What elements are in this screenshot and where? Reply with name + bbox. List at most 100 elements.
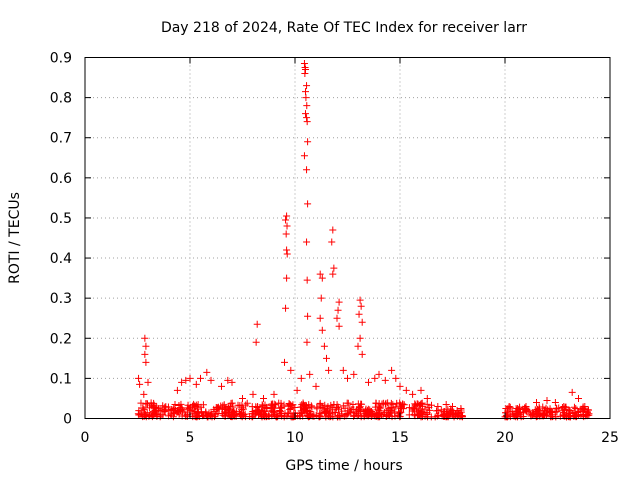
data-point xyxy=(451,410,459,418)
data-point xyxy=(565,406,573,414)
data-point xyxy=(280,401,288,409)
axis-ticks xyxy=(84,57,611,419)
data-point xyxy=(561,403,569,411)
data-point xyxy=(449,402,456,410)
data-point xyxy=(257,410,265,418)
data-point xyxy=(218,382,225,390)
data-point xyxy=(555,404,563,412)
data-point xyxy=(227,399,235,407)
data-point xyxy=(302,110,309,118)
data-point xyxy=(328,238,336,246)
data-point xyxy=(184,401,192,409)
data-point xyxy=(543,409,551,417)
data-point xyxy=(236,402,244,410)
y-tick-label: 0.9 xyxy=(50,51,72,67)
data-point xyxy=(142,413,150,421)
x-tick-label: 20 xyxy=(496,430,514,446)
data-point xyxy=(222,409,230,417)
data-point xyxy=(409,390,417,398)
data-point xyxy=(135,407,143,415)
data-point xyxy=(505,402,513,410)
data-point xyxy=(302,66,309,74)
data-point xyxy=(259,402,267,410)
data-point xyxy=(171,400,179,408)
data-point xyxy=(318,274,326,282)
y-tick-label: 0.2 xyxy=(50,331,72,347)
data-point xyxy=(313,403,321,411)
data-point xyxy=(386,412,394,420)
data-point xyxy=(140,390,148,398)
data-point xyxy=(355,310,363,318)
data-point xyxy=(315,413,323,421)
data-point xyxy=(271,404,279,412)
data-point xyxy=(173,386,181,394)
x-axis-label: GPS time / hours xyxy=(285,458,402,474)
data-point xyxy=(363,407,371,415)
data-point xyxy=(226,406,234,414)
data-point xyxy=(391,408,399,416)
data-point xyxy=(142,342,150,350)
data-point xyxy=(413,412,421,420)
data-point xyxy=(517,413,525,421)
data-point xyxy=(356,296,364,304)
data-point xyxy=(178,378,186,386)
y-tick-label: 0.6 xyxy=(50,171,72,187)
data-point xyxy=(192,380,200,388)
y-tick-label: 0.4 xyxy=(50,251,72,267)
data-point xyxy=(302,94,310,102)
data-point xyxy=(568,388,576,396)
data-point xyxy=(303,82,311,90)
data-point xyxy=(186,374,194,382)
data-point xyxy=(396,382,404,390)
data-point xyxy=(300,152,308,160)
data-point xyxy=(303,166,311,174)
data-point xyxy=(157,411,165,419)
data-point xyxy=(139,404,147,412)
data-point xyxy=(146,404,154,412)
data-point xyxy=(325,366,333,374)
data-point xyxy=(303,238,311,246)
data-point xyxy=(515,406,523,414)
data-point xyxy=(421,405,429,413)
data-point xyxy=(506,410,514,418)
data-point xyxy=(383,407,391,415)
data-point xyxy=(144,378,152,386)
data-point xyxy=(283,222,291,230)
data-point xyxy=(182,376,190,384)
data-point xyxy=(358,318,366,326)
data-markers xyxy=(134,60,593,421)
data-point xyxy=(426,406,434,414)
data-point xyxy=(281,358,288,366)
data-point xyxy=(228,378,236,386)
data-point xyxy=(393,399,401,407)
data-point xyxy=(400,401,408,409)
data-point xyxy=(384,410,392,418)
data-point xyxy=(572,404,580,412)
data-point xyxy=(357,302,365,310)
data-point xyxy=(405,404,413,412)
data-point xyxy=(417,386,425,394)
data-point xyxy=(300,60,308,68)
data-point xyxy=(243,399,251,407)
data-point xyxy=(379,399,387,407)
data-point xyxy=(251,411,259,419)
data-point xyxy=(293,386,301,394)
data-point xyxy=(392,403,400,411)
data-point xyxy=(270,408,278,416)
data-point xyxy=(177,400,185,408)
data-point xyxy=(295,412,303,420)
data-point xyxy=(224,405,232,413)
data-point xyxy=(303,114,311,122)
data-point xyxy=(375,409,383,417)
data-point xyxy=(203,368,211,376)
data-point xyxy=(392,374,400,382)
x-tick-label: 15 xyxy=(391,430,409,446)
data-point xyxy=(399,405,407,413)
data-point xyxy=(173,408,181,416)
data-point xyxy=(287,366,295,374)
x-tick-label: 0 xyxy=(81,430,90,446)
data-point xyxy=(433,407,441,415)
data-point xyxy=(358,350,366,358)
data-point xyxy=(141,334,149,342)
x-tick-label: 25 xyxy=(601,430,619,446)
